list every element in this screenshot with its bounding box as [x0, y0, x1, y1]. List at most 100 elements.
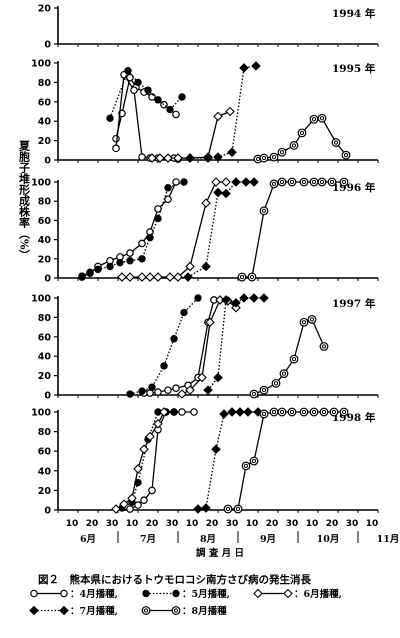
data-point — [277, 407, 287, 417]
data-point — [172, 110, 180, 119]
series-4 — [193, 407, 263, 514]
data-point — [221, 295, 231, 305]
data-point — [231, 177, 241, 187]
x-tick-label: 30 — [286, 519, 299, 529]
data-point — [213, 152, 223, 162]
panel-4: 0 20 40 60 80 100 1997 年 — [31, 293, 379, 402]
y-tick-label: 100 — [31, 178, 51, 189]
y-tick-label: 20 — [38, 136, 52, 147]
y-tick-label: 20 — [38, 486, 52, 497]
month-label: 11月 — [377, 534, 400, 545]
data-point — [155, 153, 165, 163]
legend-label: ：6月播種, — [294, 588, 342, 600]
data-point — [154, 214, 162, 223]
data-point — [180, 178, 188, 186]
panel-title: 1995 年 — [332, 62, 376, 75]
y-tick-label: 40 — [38, 235, 52, 246]
data-point — [297, 128, 307, 138]
series-4 — [147, 106, 235, 163]
data-point — [277, 147, 287, 157]
data-point — [329, 407, 339, 417]
legend-item: ：4月播種, — [30, 588, 118, 600]
series-line — [129, 297, 199, 395]
data-point — [134, 78, 142, 87]
data-point — [231, 298, 241, 308]
data-point — [138, 239, 146, 248]
data-point — [164, 386, 172, 394]
chart-panels: 0 20 1994 年 0 20 40 60 80 100 1995 年 0 20 40 60 80 100 1… — [31, 4, 379, 517]
y-tick-label: 0 — [44, 40, 51, 51]
data-point — [138, 387, 146, 395]
data-point — [164, 184, 172, 192]
data-point — [197, 372, 207, 383]
figure-caption: 図２ 熊本県におけるトウモロコシ南方さび病の発生消長 — [38, 573, 311, 586]
x-tick-label: 20 — [326, 519, 339, 529]
data-point — [213, 187, 223, 198]
data-point — [185, 261, 195, 272]
data-point — [287, 177, 297, 187]
data-point — [194, 294, 202, 302]
legend-marker — [60, 589, 68, 598]
data-point — [178, 93, 186, 101]
x-tick-label: 10 — [306, 519, 319, 529]
legend: ：4月播種, ：5月播種, ：6月播種, ：7月播種, ：8月播種 — [29, 588, 342, 617]
y-tick-label: 80 — [38, 427, 52, 438]
data-point — [140, 496, 148, 505]
month-label: 7月 — [140, 534, 156, 545]
data-point — [271, 378, 281, 388]
data-point — [138, 255, 146, 263]
data-point — [183, 272, 193, 282]
legend-marker — [141, 606, 151, 615]
data-point — [341, 150, 351, 160]
x-tick-label: 20 — [206, 519, 219, 529]
x-tick-label: 20 — [266, 519, 279, 529]
data-point — [127, 493, 137, 504]
x-tick-label: 10 — [366, 519, 379, 529]
data-point — [239, 293, 249, 303]
y-tick-label: 100 — [31, 294, 51, 305]
series-3 — [106, 67, 186, 122]
series-line — [257, 117, 347, 160]
data-point — [164, 195, 172, 204]
data-point — [130, 86, 138, 94]
data-point — [213, 111, 223, 122]
data-point — [213, 372, 223, 383]
panel-title: 1997 年 — [332, 297, 376, 310]
data-point — [279, 369, 289, 379]
y-tick-label: 0 — [44, 274, 51, 285]
data-point — [309, 407, 319, 417]
data-point — [106, 262, 114, 271]
series-5 — [185, 61, 261, 163]
data-point — [309, 177, 319, 187]
legend-label: ：4月播種, — [70, 588, 118, 600]
x-tick-label: 10 — [66, 519, 79, 529]
series-3 — [117, 177, 231, 282]
data-point — [148, 486, 156, 495]
x-tick-label: 10 — [246, 519, 259, 529]
data-point — [126, 505, 134, 513]
x-tick-label: 30 — [346, 519, 359, 529]
data-point — [249, 293, 259, 303]
series-line — [187, 181, 254, 278]
y-tick-label: 20 — [38, 254, 52, 265]
data-point — [145, 431, 155, 442]
data-point — [249, 389, 259, 399]
series-4 — [183, 177, 259, 282]
data-point — [241, 461, 251, 471]
data-point — [116, 258, 124, 267]
x-tick-label: 20 — [86, 519, 99, 529]
legend-item: ：6月播種, — [253, 588, 342, 600]
panel-1: 0 20 1994 年 — [38, 4, 379, 51]
data-point — [94, 265, 102, 274]
data-point — [126, 257, 134, 265]
series-line — [242, 181, 344, 278]
data-point — [166, 105, 174, 114]
month-label: 6月 — [80, 534, 96, 545]
data-point — [235, 407, 245, 417]
legend-marker — [172, 589, 180, 598]
legend-marker — [253, 588, 263, 599]
data-point — [153, 418, 163, 429]
y-tick-label: 40 — [38, 466, 52, 477]
data-point — [309, 114, 319, 124]
data-point — [203, 385, 213, 395]
